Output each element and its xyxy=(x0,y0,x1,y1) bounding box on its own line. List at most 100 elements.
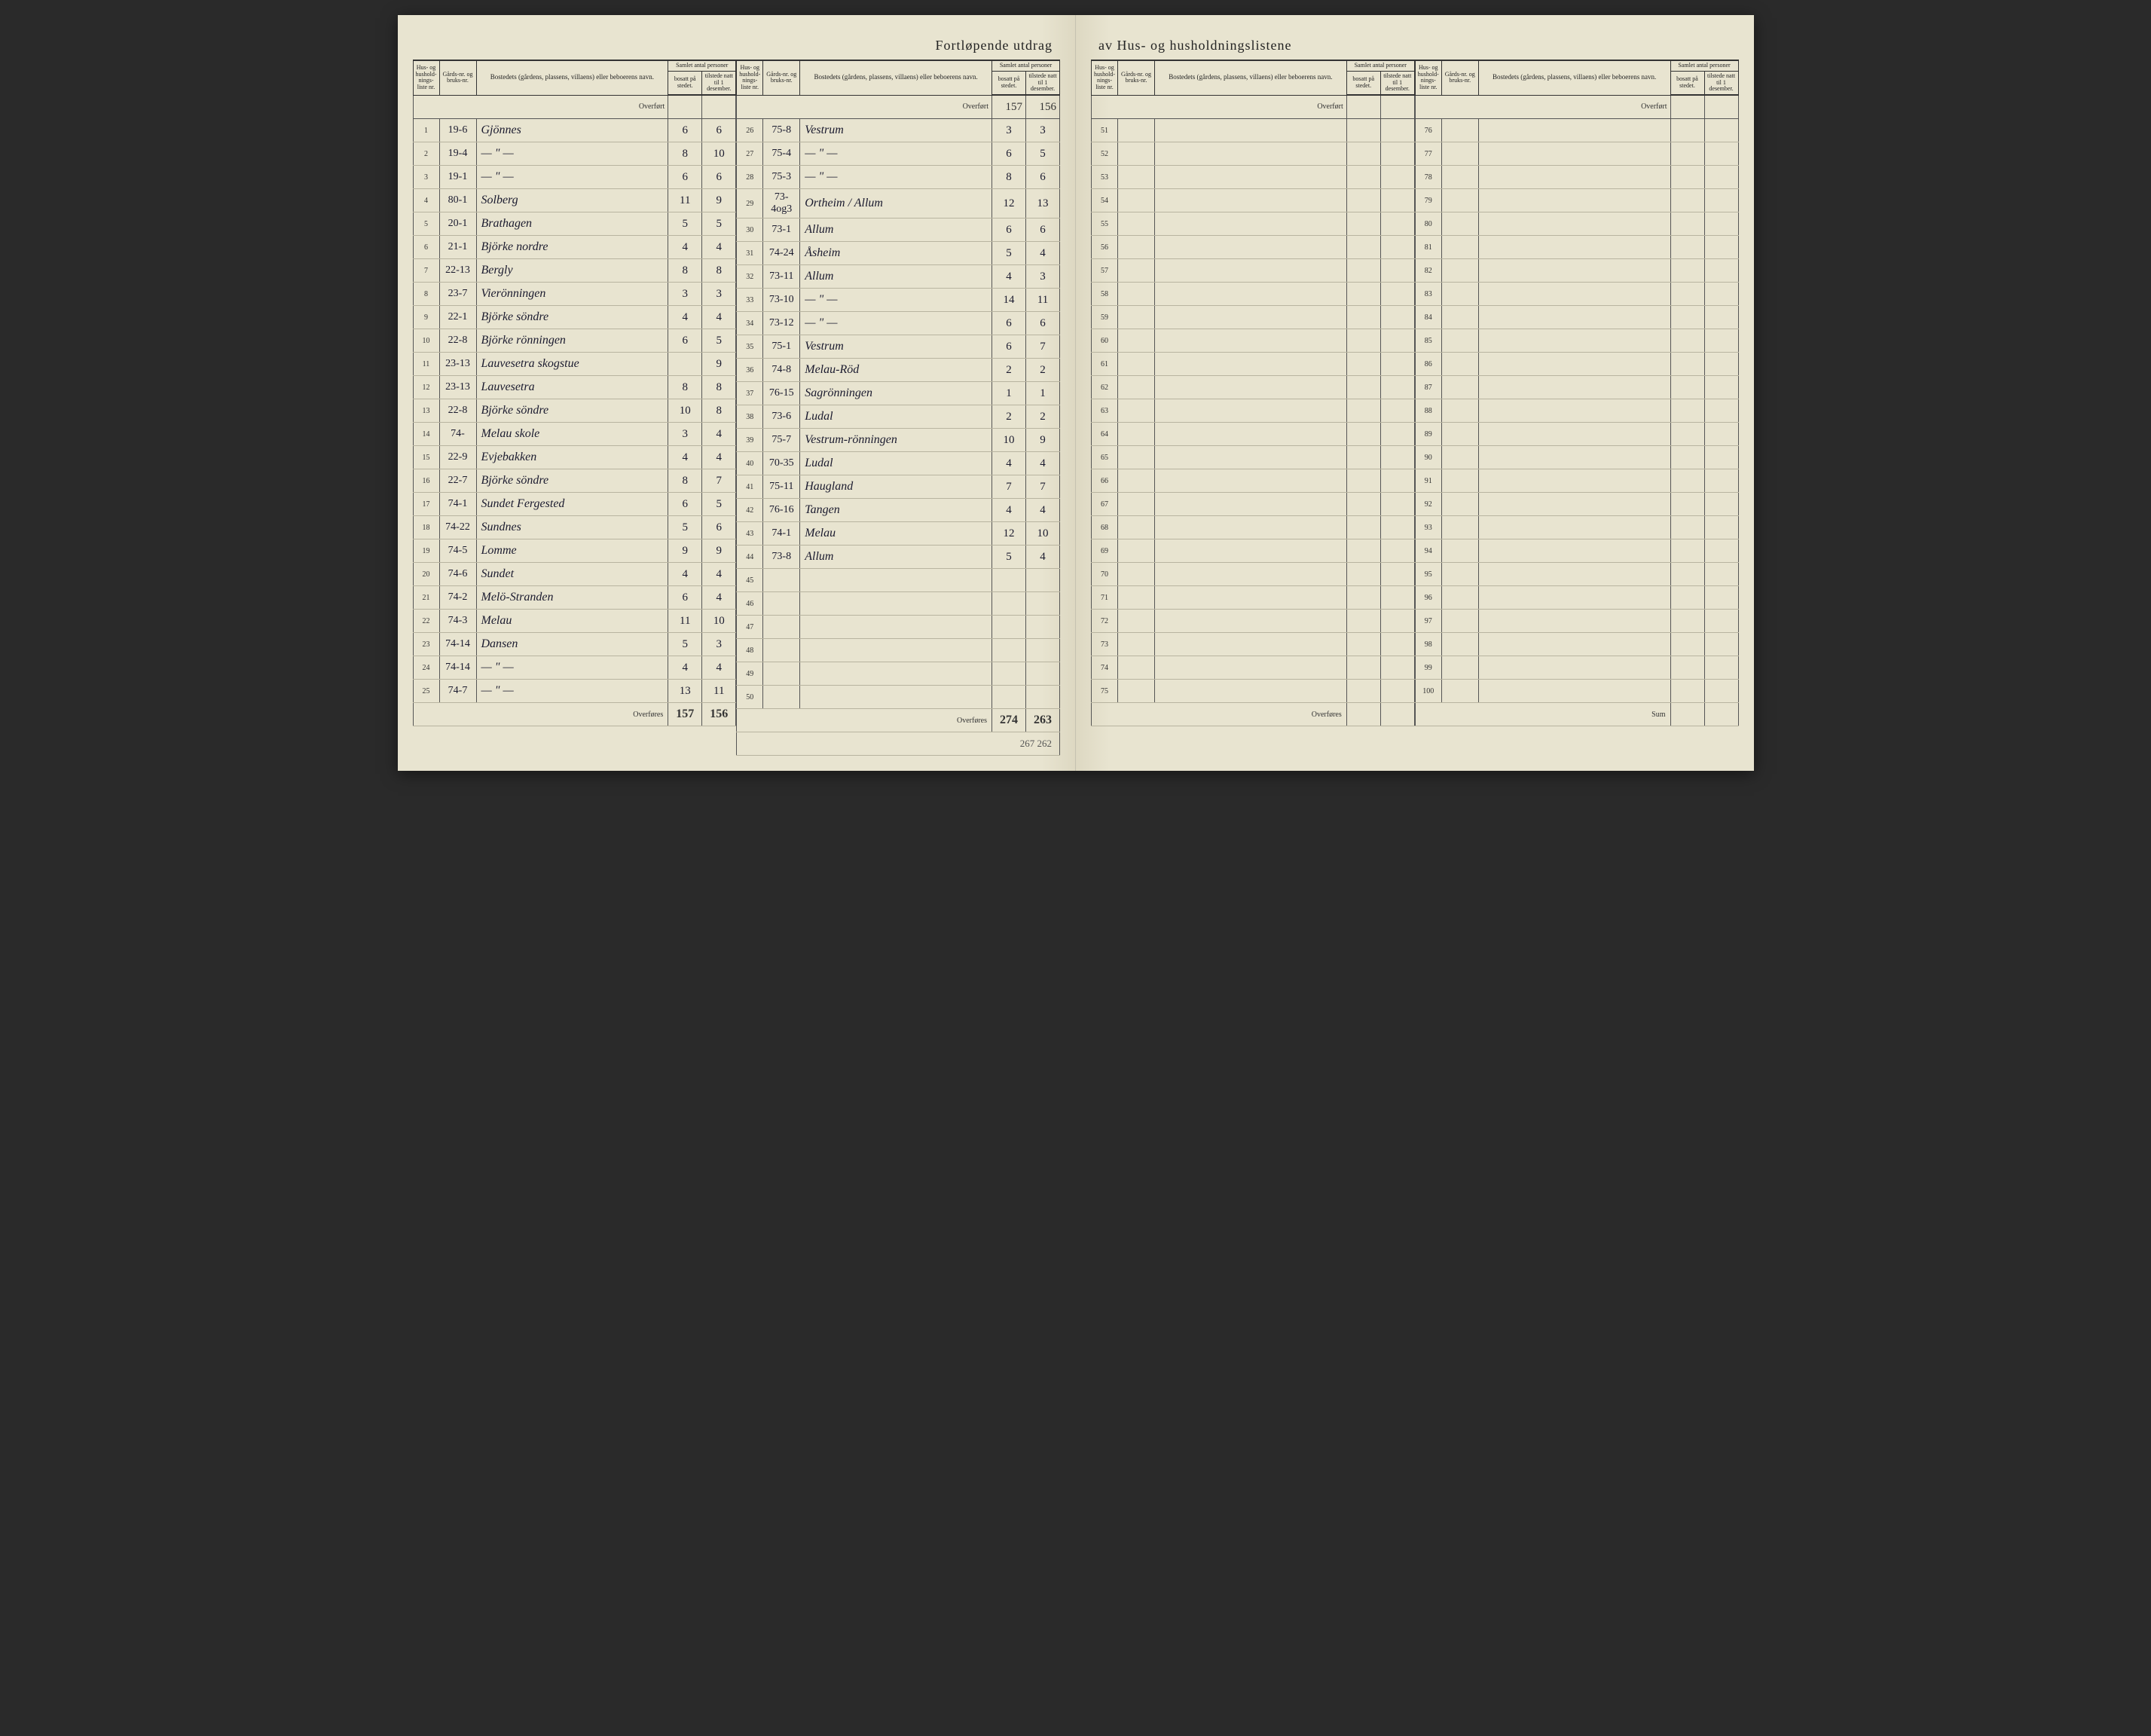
table-row: 319-1— " —66 xyxy=(413,166,736,189)
bosted-name xyxy=(1478,119,1670,142)
overfores-a-b: 157 xyxy=(668,703,702,726)
table-row: 2474-14— " —44 xyxy=(413,656,736,680)
tilstede-count: 6 xyxy=(702,119,736,142)
table-row: 4070-35Ludal44 xyxy=(737,452,1060,475)
bosted-name xyxy=(1478,399,1670,423)
table-row: 94 xyxy=(1415,539,1738,563)
bosatt-count xyxy=(1346,189,1380,212)
row-number: 74 xyxy=(1092,656,1118,680)
tilstede-count: 11 xyxy=(1026,289,1060,312)
table-row: 51 xyxy=(1092,119,1415,142)
table-row: 70 xyxy=(1092,563,1415,586)
row-number: 33 xyxy=(737,289,763,312)
bosatt-count: 5 xyxy=(668,633,702,656)
row-number: 25 xyxy=(413,680,439,703)
bosted-name xyxy=(1478,329,1670,353)
bosted-name: Allum xyxy=(800,546,992,569)
row-number: 40 xyxy=(737,452,763,475)
row-number: 16 xyxy=(413,469,439,493)
tilstede-count xyxy=(1704,610,1738,633)
tilstede-count xyxy=(1704,399,1738,423)
tilstede-count xyxy=(1026,686,1060,709)
overfores-b-t: 263 xyxy=(1026,709,1060,732)
bosatt-count: 5 xyxy=(668,516,702,539)
row-number: 12 xyxy=(413,376,439,399)
bosatt-count: 12 xyxy=(992,189,1026,219)
bosatt-count xyxy=(1346,563,1380,586)
bosted-name: — " — xyxy=(476,142,668,166)
tilstede-count: 6 xyxy=(1026,219,1060,242)
tilstede-count: 10 xyxy=(1026,522,1060,546)
bosatt-count xyxy=(1346,516,1380,539)
gard-nr xyxy=(1118,353,1155,376)
gard-nr xyxy=(1118,680,1155,703)
table-row: 97 xyxy=(1415,610,1738,633)
row-number: 35 xyxy=(737,335,763,359)
bosatt-count xyxy=(992,639,1026,662)
tilstede-count xyxy=(1380,680,1414,703)
bosatt-count xyxy=(1670,212,1704,236)
gard-nr xyxy=(1441,563,1478,586)
col-block-a: Hus- og hushold-nings-liste nr. Gårds-nr… xyxy=(413,60,737,756)
row-number: 32 xyxy=(737,265,763,289)
bosatt-count xyxy=(1346,166,1380,189)
row-number: 100 xyxy=(1415,680,1441,703)
annotation-b: 267 262 xyxy=(737,732,1060,756)
bosted-name xyxy=(1155,586,1347,610)
bosted-name xyxy=(1478,469,1670,493)
row-number: 49 xyxy=(737,662,763,686)
gard-nr: 19-4 xyxy=(439,142,476,166)
right-page: av Hus- og husholdningslistene Hus- og h… xyxy=(1076,15,1754,771)
bosatt-count xyxy=(1346,259,1380,283)
bosted-name xyxy=(1155,329,1347,353)
row-number: 62 xyxy=(1092,376,1118,399)
tilstede-count xyxy=(1704,283,1738,306)
bosatt-count xyxy=(1346,236,1380,259)
table-row: 4276-16Tangen44 xyxy=(737,499,1060,522)
table-row: 79 xyxy=(1415,189,1738,212)
table-row: 2675-8Vestrum33 xyxy=(737,119,1060,142)
gard-nr xyxy=(1118,563,1155,586)
row-number: 42 xyxy=(737,499,763,522)
gard-nr xyxy=(1118,212,1155,236)
row-number: 23 xyxy=(413,633,439,656)
tbody-a: Overført119-6Gjönnes66219-4— " —810319-1… xyxy=(413,95,736,703)
row-number: 85 xyxy=(1415,329,1441,353)
bosatt-count: 5 xyxy=(992,546,1026,569)
row-number: 68 xyxy=(1092,516,1118,539)
tilstede-count: 4 xyxy=(702,563,736,586)
gard-nr: 22-8 xyxy=(439,399,476,423)
bosted-name xyxy=(1155,212,1347,236)
row-number: 17 xyxy=(413,493,439,516)
row-number: 87 xyxy=(1415,376,1441,399)
gard-nr xyxy=(763,662,800,686)
tilstede-count xyxy=(1026,592,1060,616)
bosatt-count xyxy=(1670,306,1704,329)
tilstede-count xyxy=(1704,353,1738,376)
table-c: Hus- og hushold-nings-liste nr. Gårds-nr… xyxy=(1091,60,1415,726)
row-number: 60 xyxy=(1092,329,1118,353)
row-number: 44 xyxy=(737,546,763,569)
bosted-name: Sundet Fergested xyxy=(476,493,668,516)
bosted-name: Lomme xyxy=(476,539,668,563)
bosatt-count: 10 xyxy=(992,429,1026,452)
table-row: 3473-12— " —66 xyxy=(737,312,1060,335)
h-bosted: Bostedets (gårdens, plassens, villaens) … xyxy=(476,60,668,95)
bosted-name: — " — xyxy=(476,680,668,703)
bosatt-count xyxy=(1346,656,1380,680)
row-number: 76 xyxy=(1415,119,1441,142)
row-number: 38 xyxy=(737,405,763,429)
gard-nr: 75-3 xyxy=(763,166,800,189)
gard-nr xyxy=(763,592,800,616)
row-number: 79 xyxy=(1415,189,1441,212)
row-number: 95 xyxy=(1415,563,1441,586)
bosatt-count xyxy=(1670,610,1704,633)
table-row: 65 xyxy=(1092,446,1415,469)
table-row: 71 xyxy=(1092,586,1415,610)
overfores-b-b: 274 xyxy=(992,709,1026,732)
bosted-name: Melö-Stranden xyxy=(476,586,668,610)
tilstede-count: 2 xyxy=(1026,405,1060,429)
gard-nr xyxy=(1118,306,1155,329)
bosted-name xyxy=(1155,142,1347,166)
bosted-name: Bergly xyxy=(476,259,668,283)
